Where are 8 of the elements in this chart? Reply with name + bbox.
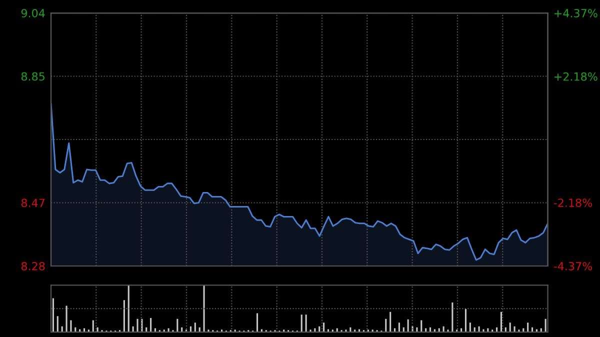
y-tick-label: 9.04 [21,8,45,18]
y-tick-label: 8.85 [21,72,44,81]
y2-tick-label: -4.37% [554,262,592,270]
y-tick-label: 8.47 [21,198,44,208]
y2-tick-label: +2.18% [554,72,598,81]
y2-tick-label: -2.18% [554,198,592,207]
y2-tick-label: +4.37% [554,8,598,18]
y-tick-label: 8.28 [21,262,45,270]
